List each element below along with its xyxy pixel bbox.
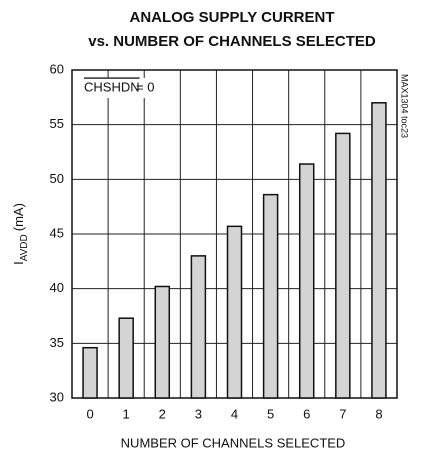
bar — [335, 132, 351, 399]
bar — [82, 346, 98, 399]
x-tick-label: 3 — [195, 406, 202, 421]
y-label-sub: AVDD — [19, 234, 30, 261]
annotation-overlined: CHSHDN — [84, 79, 140, 94]
y-tick-label: 55 — [50, 116, 64, 131]
bar — [190, 255, 207, 399]
x-axis-label: NUMBER OF CHANNELS SELECTED — [121, 435, 346, 450]
x-tick-label: 1 — [123, 406, 130, 421]
bar — [371, 102, 387, 399]
chart-title: vs. NUMBER OF CHANNELS SELECTED — [88, 33, 376, 50]
bar — [262, 193, 279, 399]
annotation-text: = 0 — [136, 79, 154, 94]
bar — [298, 163, 315, 399]
side-note: MAX1304 toc23 — [400, 74, 410, 138]
chart-title: ANALOG SUPPLY CURRENT — [129, 9, 334, 26]
x-tick-label: 4 — [231, 406, 238, 421]
bar — [226, 225, 243, 399]
y-label-main: I — [11, 261, 26, 265]
x-tick-label: 5 — [267, 406, 274, 421]
y-label-unit: (mA) — [11, 203, 26, 231]
y-tick-label: 50 — [50, 171, 64, 186]
bar — [118, 317, 134, 399]
x-tick-label: 0 — [86, 406, 93, 421]
y-tick-label: 60 — [50, 61, 64, 76]
y-axis-label: IAVDD (mA) — [11, 203, 29, 265]
x-tick-label: 2 — [159, 406, 166, 421]
x-tick-label: 7 — [339, 406, 346, 421]
bar — [154, 285, 171, 399]
y-tick-label: 45 — [50, 225, 64, 240]
y-tick-label: 35 — [50, 335, 64, 350]
x-tick-label: 8 — [375, 406, 382, 421]
y-tick-label: 40 — [50, 280, 64, 295]
x-tick-label: 6 — [303, 406, 310, 421]
y-tick-label: 30 — [50, 389, 64, 404]
annotation-bg — [78, 78, 166, 98]
